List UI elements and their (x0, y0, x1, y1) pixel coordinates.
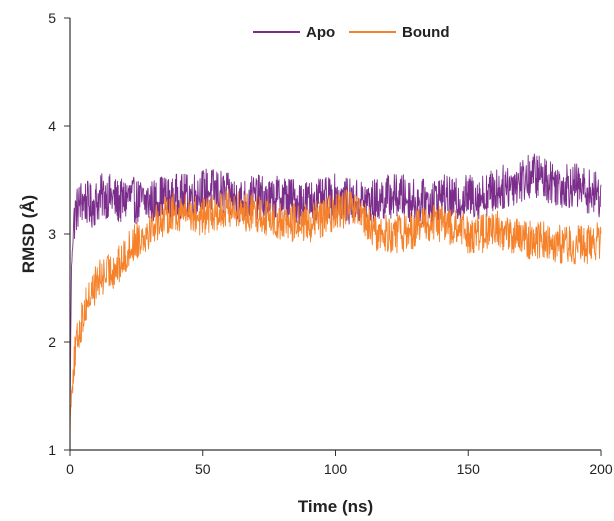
ticks-layer: 0 50 100 150 200 1 2 3 4 5 (48, 10, 613, 477)
series-line-apo (69, 153, 602, 415)
y-tick-label: 5 (48, 10, 56, 26)
legend-label-bound: Bound (402, 24, 449, 41)
x-axis-label: Time (ns) (298, 497, 373, 516)
x-tick-label: 0 (66, 461, 74, 477)
x-tick-label: 200 (589, 461, 613, 477)
y-axis-label: RMSD (Å) (19, 195, 38, 273)
series-line-bound (69, 188, 602, 437)
x-tick-label: 50 (195, 461, 211, 477)
x-tick-label: 100 (324, 461, 348, 477)
x-tick-label: 150 (457, 461, 481, 477)
y-tick-label: 3 (48, 226, 56, 242)
series-layer (69, 153, 602, 437)
legend: Apo Bound (253, 24, 449, 41)
y-tick-label: 1 (48, 442, 56, 458)
y-tick-label: 2 (48, 334, 56, 350)
y-tick-label: 4 (48, 118, 56, 134)
legend-label-apo: Apo (306, 24, 335, 41)
